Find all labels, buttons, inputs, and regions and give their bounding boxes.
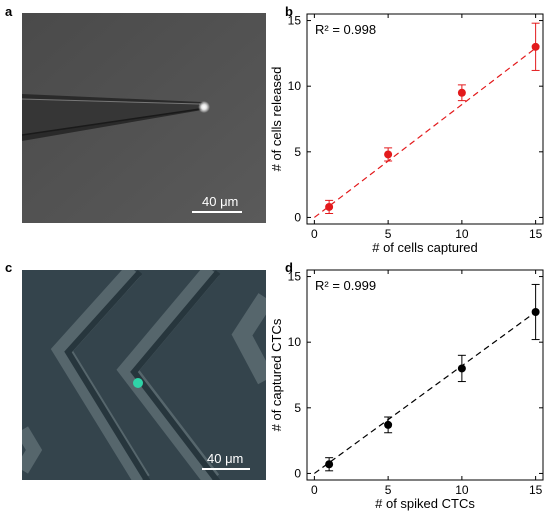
chart-d: 0 5 10 15 0 5 10 15 # of spiked CTCs # of capture… — [269, 269, 544, 511]
scale-label-c: 40 μm — [207, 451, 244, 466]
micrograph-a: 40 μm — [22, 13, 266, 223]
plot-frame — [306, 269, 544, 481]
x-axis-label: # of spiked CTCs — [375, 496, 475, 511]
micropipette-image — [22, 13, 266, 223]
data-point — [384, 150, 393, 159]
x-tick-label: 15 — [529, 227, 543, 241]
x-tick-label: 0 — [311, 483, 318, 497]
panel-letter-a: a — [5, 4, 13, 19]
y-tick-label: 0 — [294, 466, 301, 480]
r-squared-annotation: R² = 0.999 — [315, 278, 376, 293]
x-tick-label: 10 — [455, 483, 469, 497]
fit-line — [314, 47, 536, 218]
channel-image — [22, 270, 266, 480]
scale-label-a: 40 μm — [202, 194, 239, 209]
scale-bar-a — [192, 211, 242, 213]
y-tick-label: 5 — [294, 401, 301, 415]
y-tick-label: 5 — [294, 145, 301, 159]
panel-letter-c: c — [5, 260, 13, 275]
data-point — [457, 88, 466, 97]
panel-letter-b: b — [285, 4, 293, 19]
x-tick-label: 5 — [385, 483, 392, 497]
r-squared-annotation: R² = 0.998 — [315, 22, 376, 37]
micrograph-c: 40 μm — [22, 270, 266, 480]
chart-b: 0 5 10 15 0 5 10 15 # of cells captured # of cell… — [269, 13, 544, 255]
fit-line — [314, 311, 536, 474]
data-point — [457, 364, 466, 373]
y-tick-label: 10 — [288, 79, 302, 93]
x-tick-label: 10 — [455, 227, 469, 241]
panel-letter-d: d — [285, 260, 293, 275]
plot-frame — [306, 13, 544, 225]
data-point — [531, 308, 540, 316]
fluorescent-cell — [133, 378, 143, 388]
x-tick-label: 0 — [311, 227, 318, 241]
y-axis-label: # of cells released — [269, 67, 284, 172]
x-tick-label: 5 — [385, 227, 392, 241]
data-point — [325, 202, 334, 211]
y-axis-label: # of captured CTCs — [269, 318, 284, 431]
data-point — [325, 460, 334, 469]
y-tick-label: 10 — [288, 335, 302, 349]
x-axis-label: # of cells captured — [372, 240, 478, 255]
data-point — [531, 42, 540, 51]
y-tick-label: 0 — [294, 210, 301, 224]
data-point — [384, 420, 393, 429]
y-tick-label: 15 — [288, 14, 302, 28]
x-tick-label: 15 — [529, 483, 543, 497]
y-tick-label: 15 — [288, 270, 302, 284]
scale-bar-c — [202, 468, 250, 470]
